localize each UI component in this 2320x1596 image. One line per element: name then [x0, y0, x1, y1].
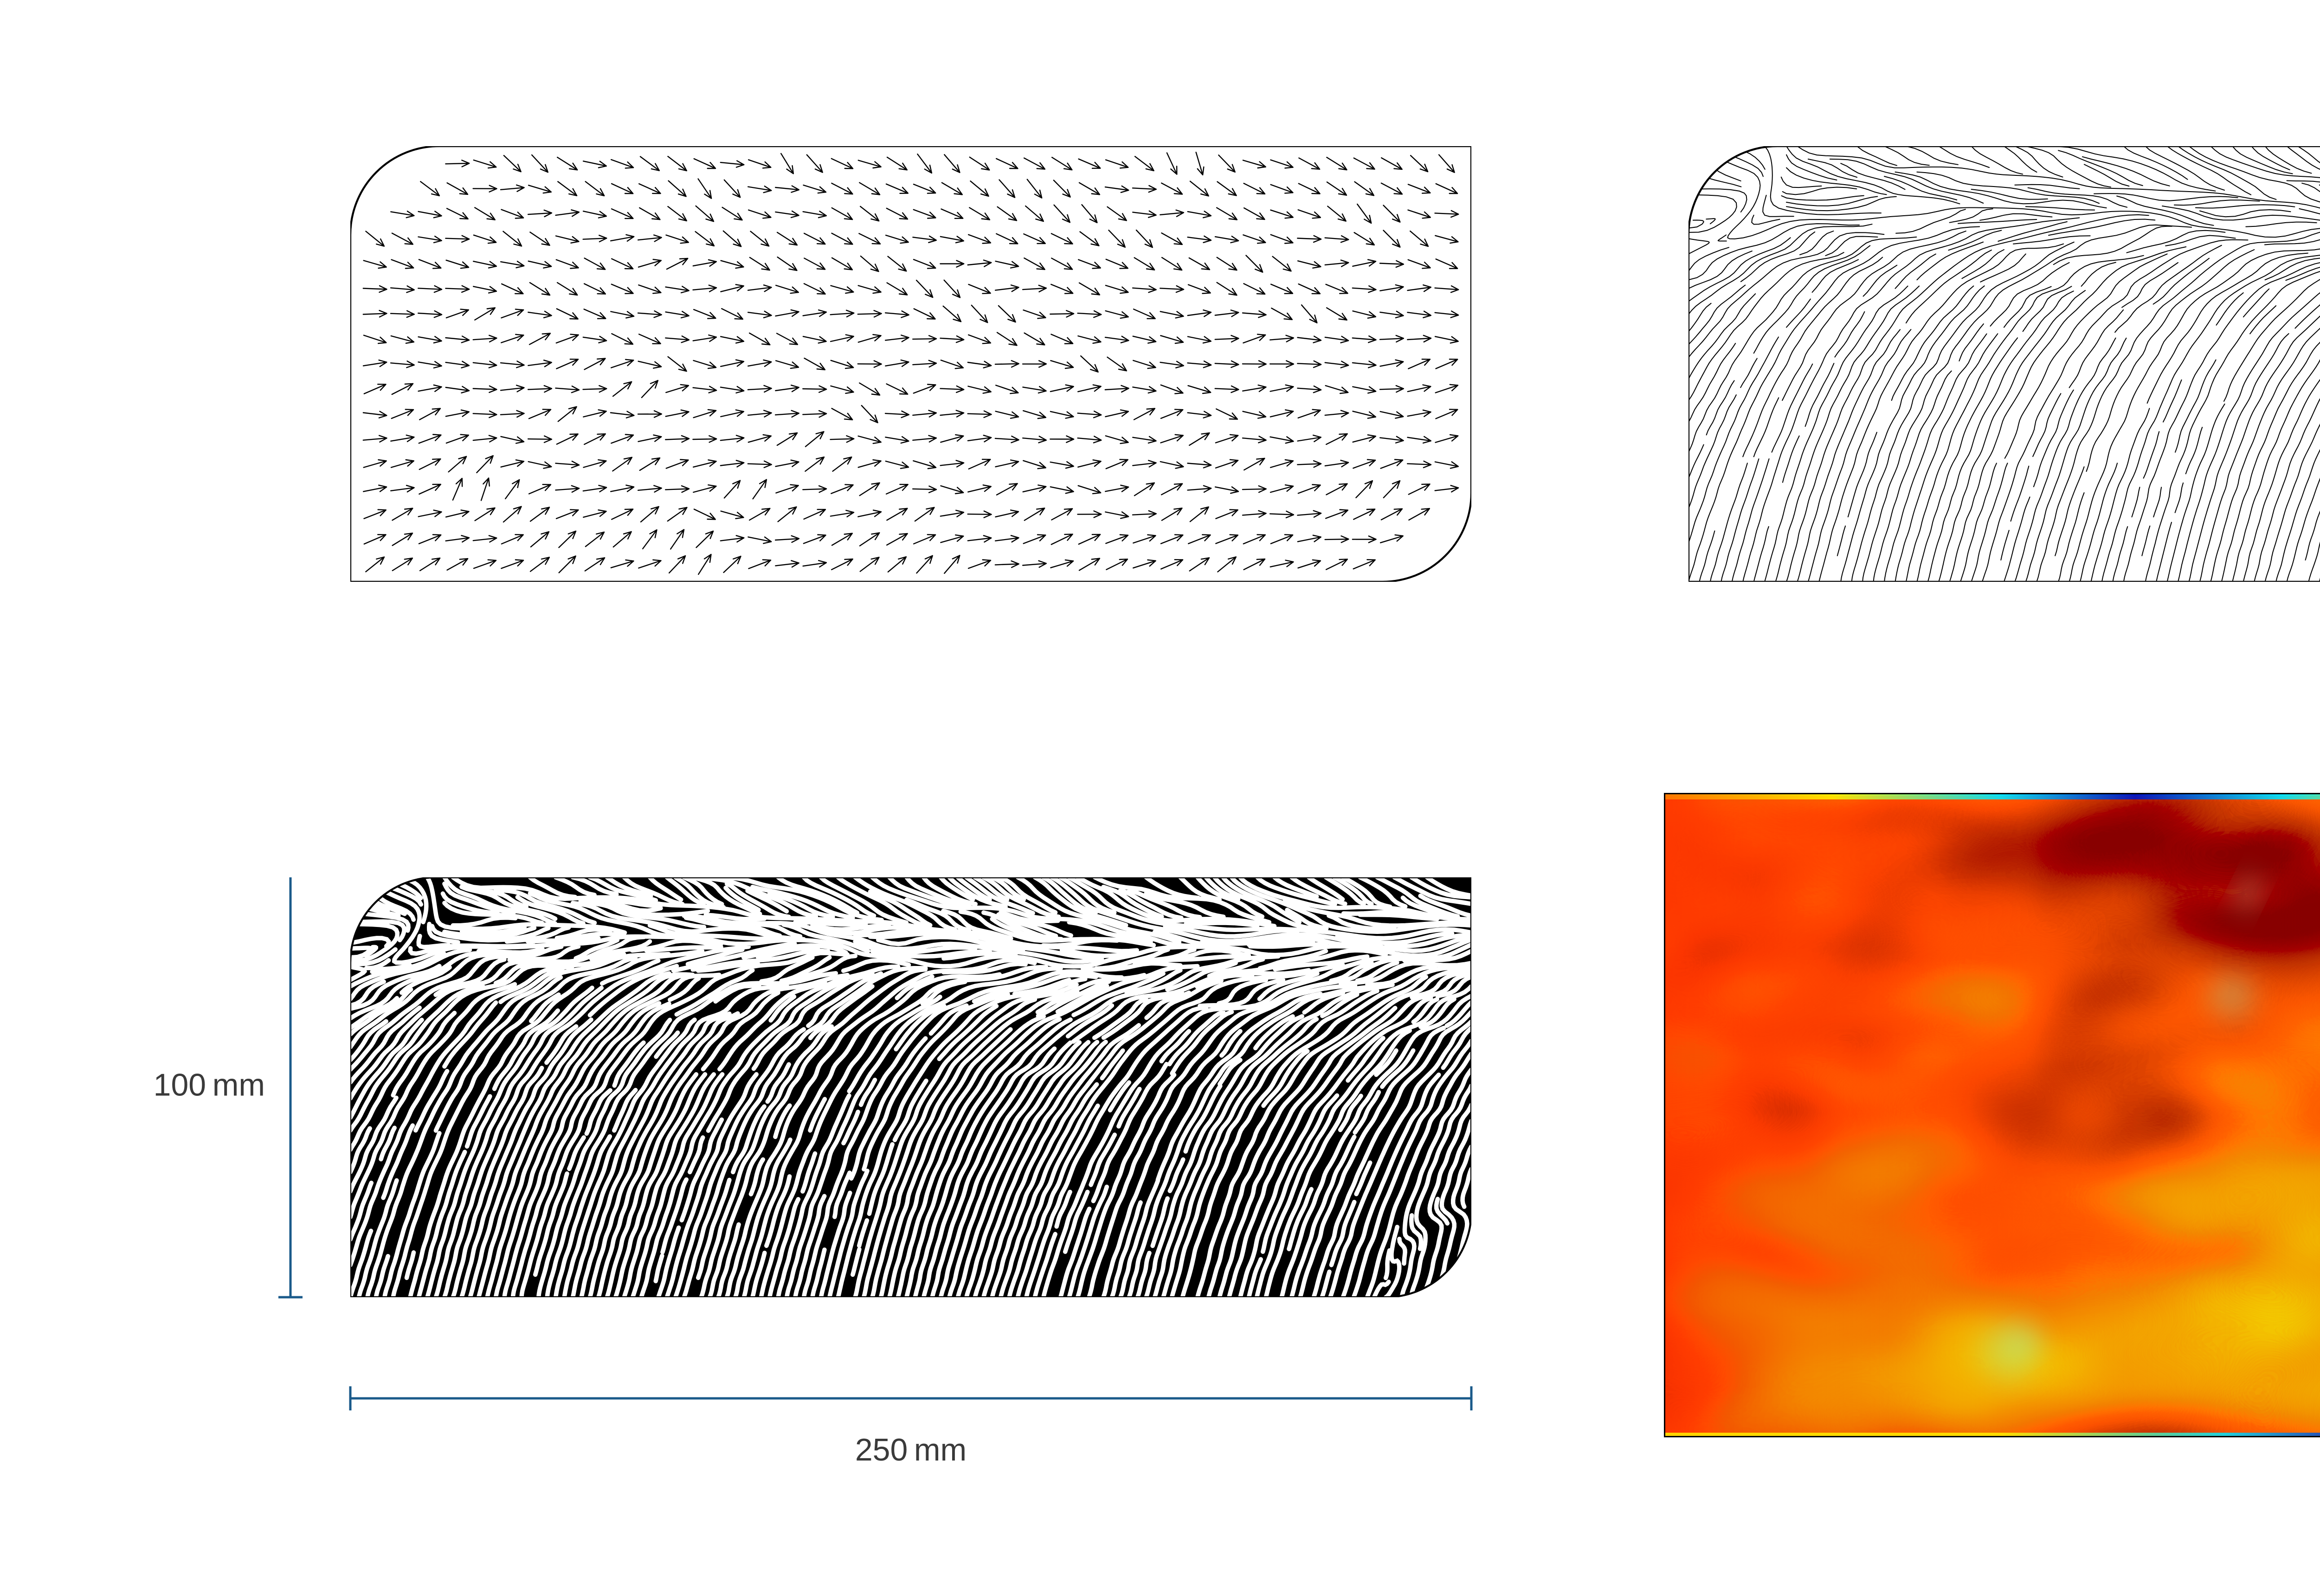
svg-text:100 mm: 100 mm	[154, 1067, 265, 1102]
svg-text:250 mm: 250 mm	[855, 1432, 967, 1467]
